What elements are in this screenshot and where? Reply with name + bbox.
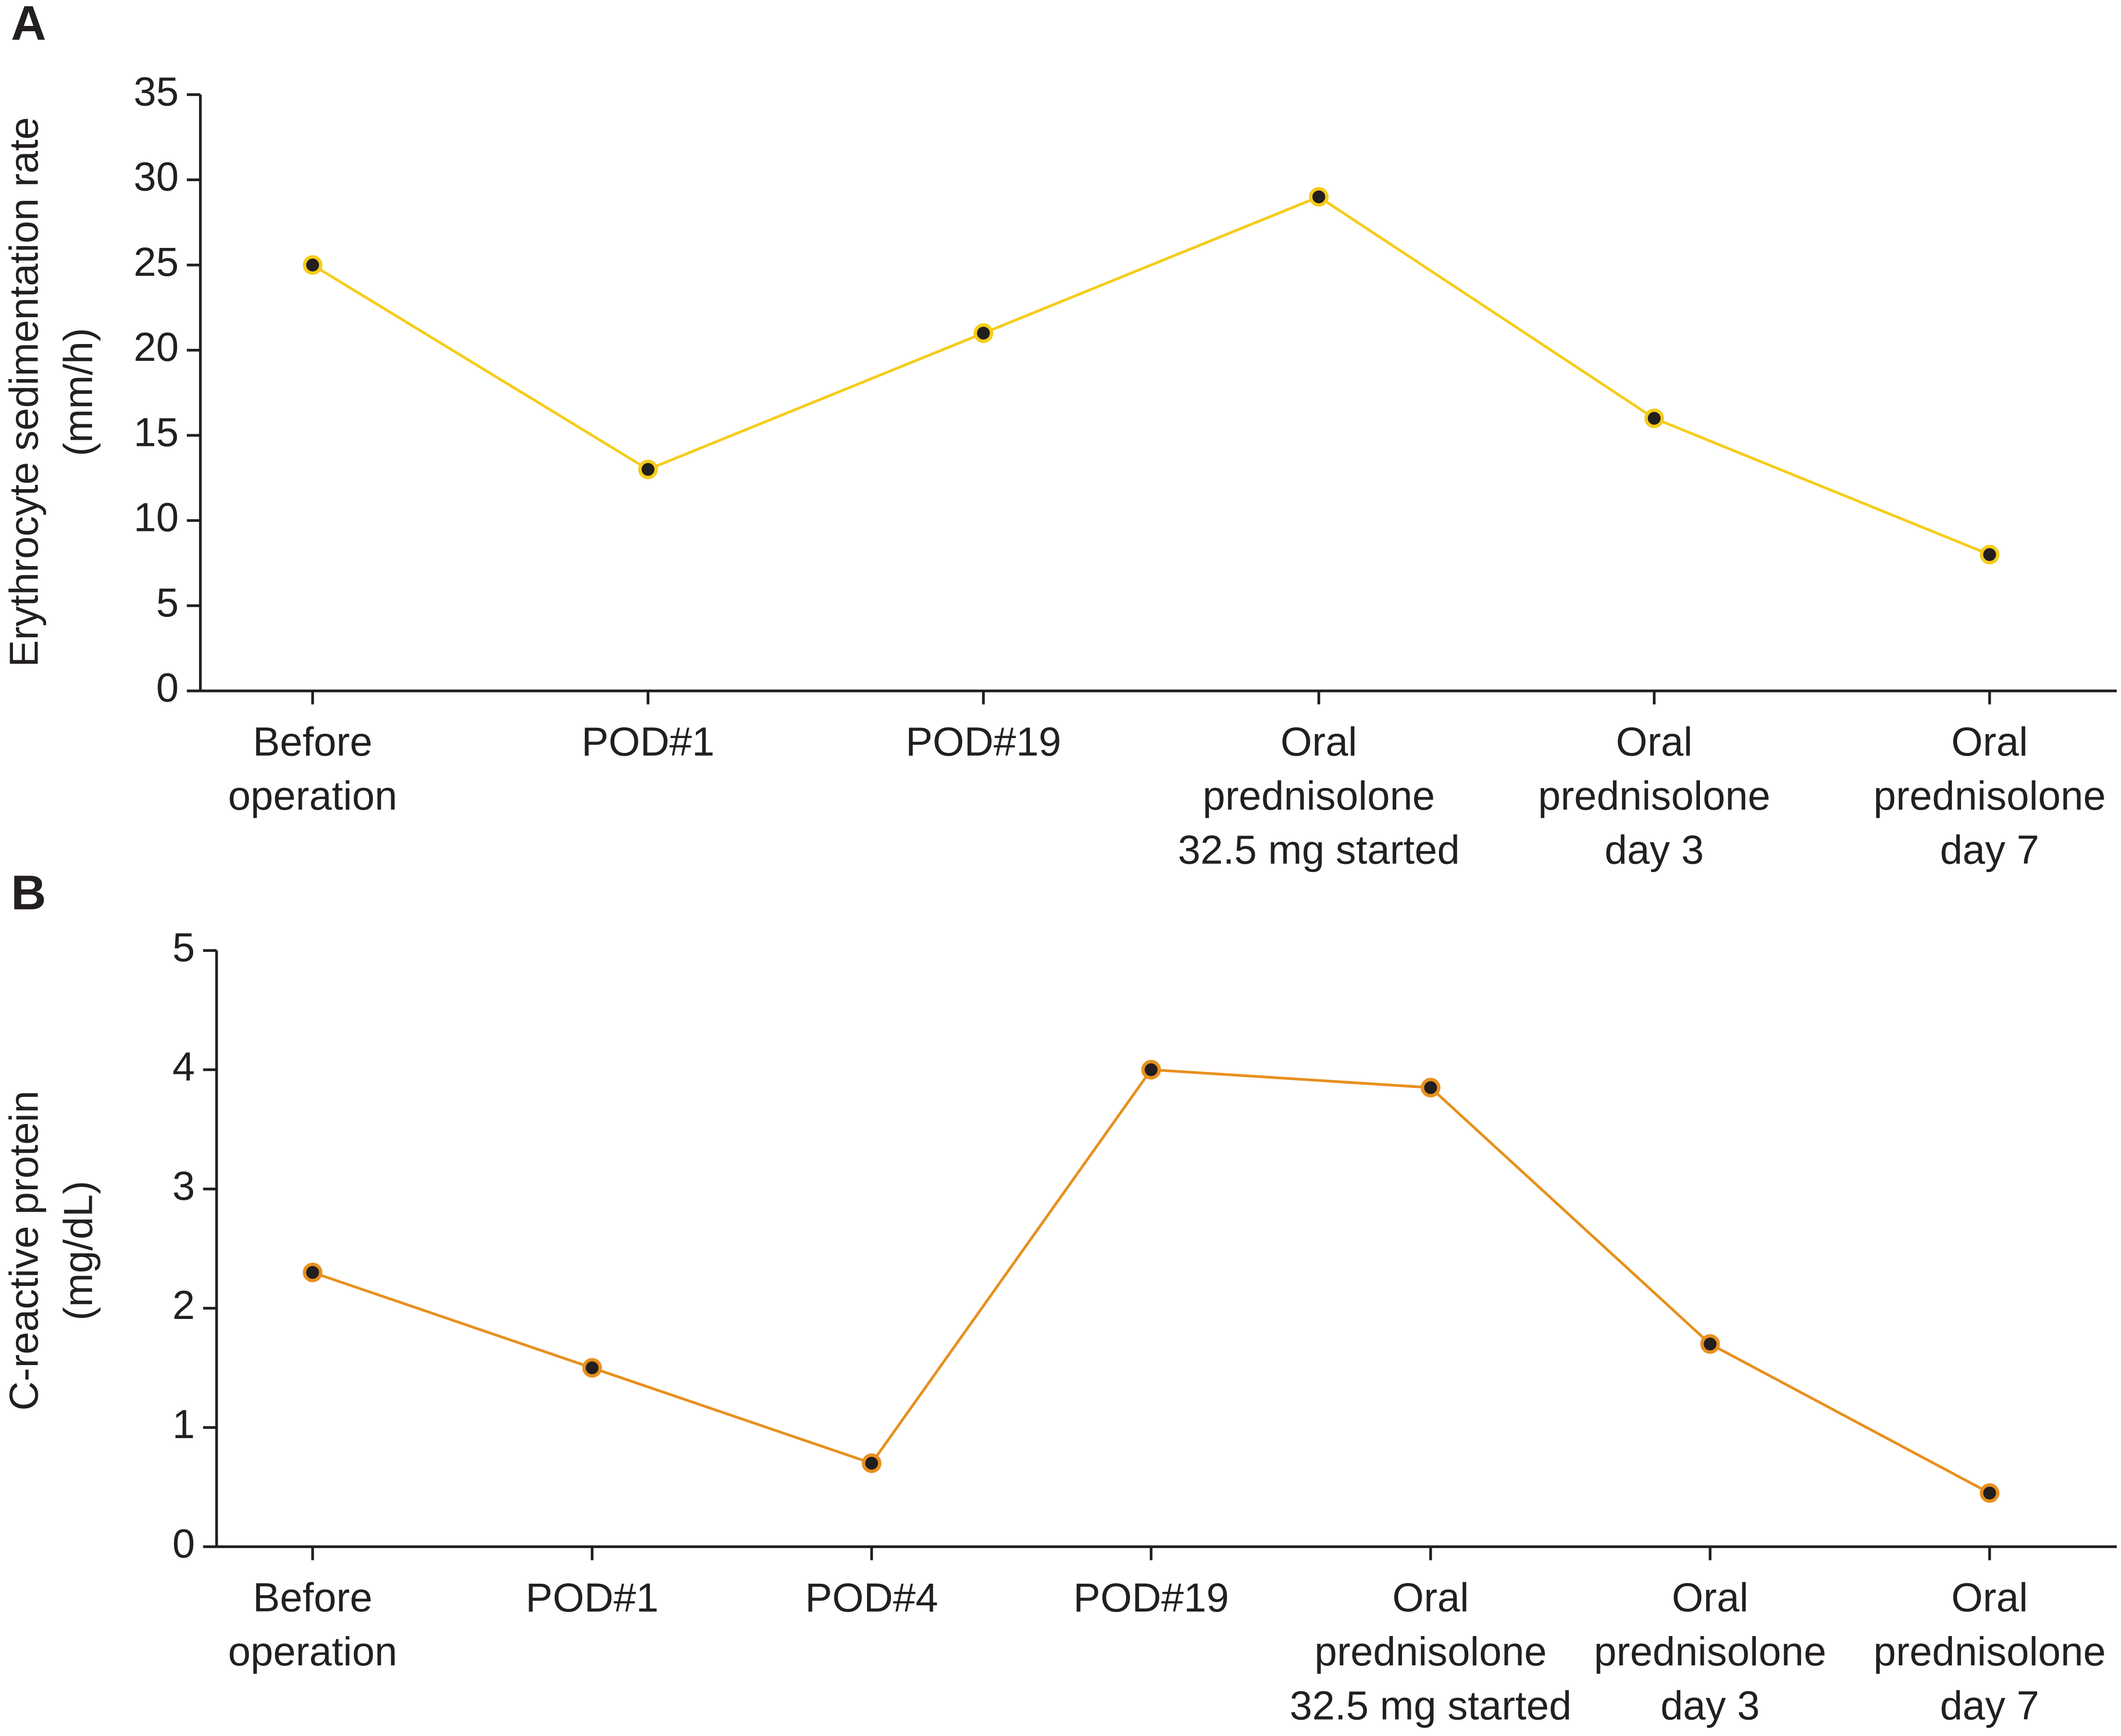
x-tick-label: POD#19: [1073, 1575, 1229, 1620]
data-point: [1700, 1334, 1720, 1354]
data-point: [303, 255, 322, 275]
x-tick-label: Oral prednisolone day 3: [1594, 1575, 1826, 1728]
data-point: [862, 1453, 881, 1473]
series-line: [311, 195, 1990, 556]
y-tick-label: 25: [134, 239, 179, 284]
y-axis-label: Erythrocyte sedimentation rate (mm/h): [1, 117, 101, 667]
x-tick-label: POD#19: [905, 719, 1061, 764]
y-tick-label: 0: [173, 1521, 195, 1566]
x-tick-label: POD#1: [582, 719, 715, 764]
x-tick-label: Before operation: [228, 1575, 397, 1674]
data-point: [1309, 187, 1329, 207]
series-line: [312, 1068, 1990, 1494]
x-tick-label: Oral prednisolone day 7: [1873, 719, 2106, 873]
y-tick-label: 4: [173, 1044, 195, 1089]
data-point: [1980, 1483, 2000, 1503]
data-point: [303, 1262, 322, 1282]
x-tick-label: Oral prednisolone day 7: [1873, 1575, 2106, 1728]
data-point: [582, 1358, 602, 1378]
y-tick-label: 20: [134, 324, 179, 369]
y-tick-label: 35: [134, 69, 179, 114]
y-tick-label: 0: [156, 665, 179, 710]
data-point: [1421, 1078, 1440, 1097]
y-tick-label: 5: [173, 924, 195, 970]
panel-label: B: [11, 865, 46, 920]
y-tick-label: 1: [173, 1402, 195, 1447]
panel-label: A: [11, 0, 46, 50]
x-tick-label: Before operation: [228, 719, 397, 819]
y-tick-label: 3: [173, 1163, 195, 1208]
x-tick-label: POD#4: [805, 1575, 938, 1620]
data-point: [1141, 1059, 1161, 1080]
data-point: [1644, 408, 1664, 429]
x-tick-label: Oral prednisolone day 3: [1538, 719, 1770, 873]
y-tick-label: 5: [156, 580, 179, 625]
data-point: [973, 323, 993, 343]
x-tick-label: POD#1: [526, 1575, 659, 1620]
y-tick-label: 15: [134, 409, 179, 455]
x-tick-label: Oral prednisolone 32.5 mg started: [1290, 1575, 1571, 1728]
y-axis-label: C-reactive protein (mg/dL): [1, 1091, 101, 1411]
data-point: [638, 459, 658, 480]
y-tick-label: 2: [173, 1282, 195, 1328]
data-point: [1980, 544, 2000, 565]
y-tick-label: 10: [134, 495, 179, 540]
y-tick-label: 30: [134, 154, 179, 199]
x-tick-label: Oral prednisolone 32.5 mg started: [1178, 719, 1460, 873]
